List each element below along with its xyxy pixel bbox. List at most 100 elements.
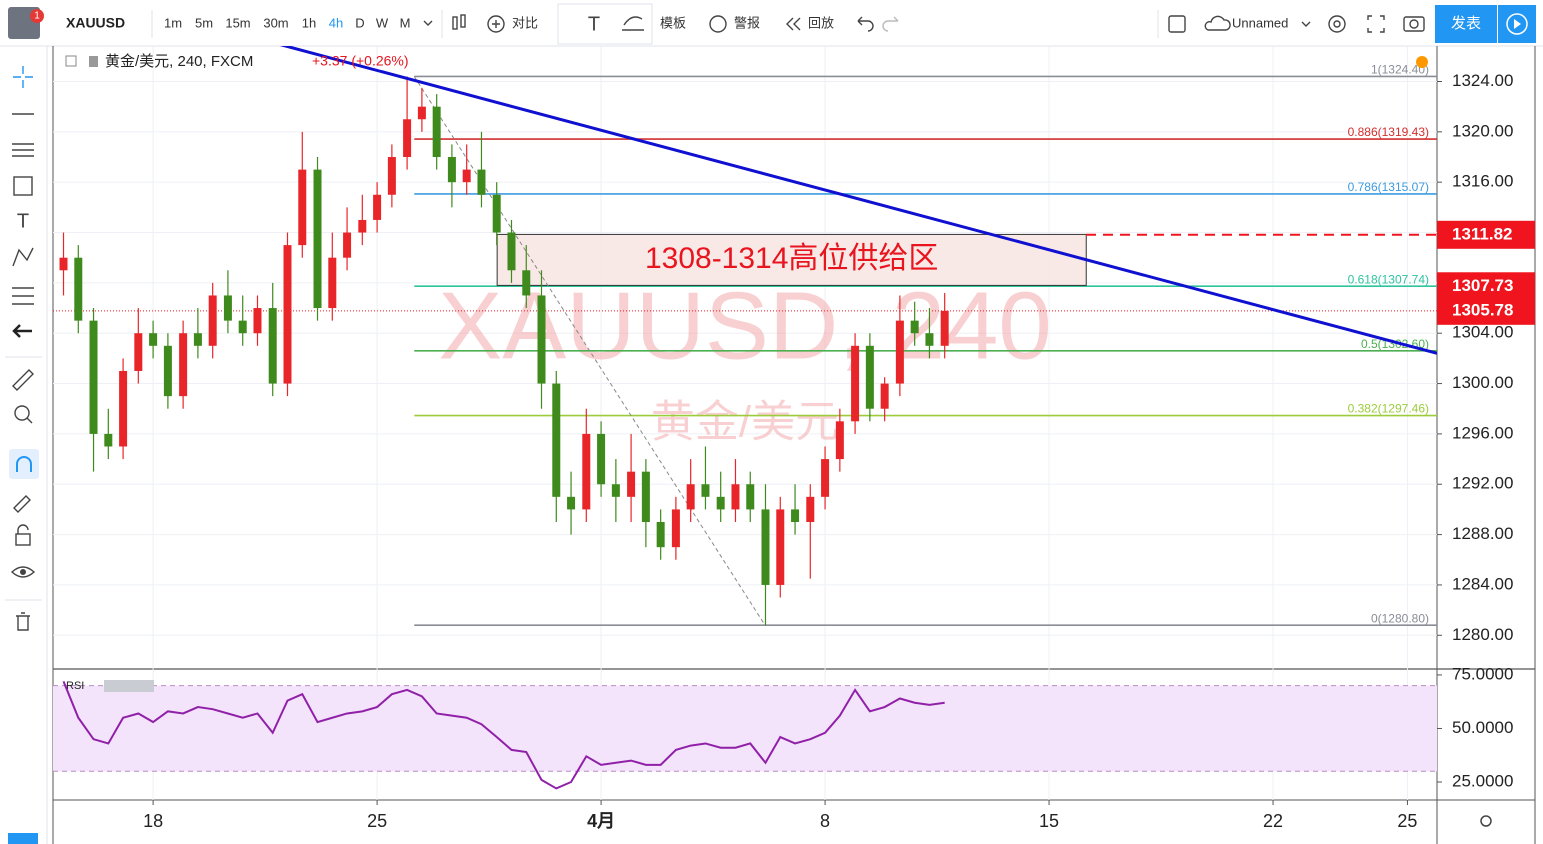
watermark-subtitle: 黄金/美元 <box>651 398 839 447</box>
price-tag <box>1437 272 1535 301</box>
text-tool-icon[interactable]: T <box>588 13 600 35</box>
price-pane: 1(1324.40) 0.886(1319.43) 0.786(1315.07) 0.… <box>53 46 1437 627</box>
hide-tools[interactable] <box>12 324 32 338</box>
interval-button[interactable]: 1h <box>302 15 316 30</box>
interval-button[interactable]: 5m <box>195 15 213 30</box>
interval-button[interactable]: 4h <box>329 15 343 30</box>
redo-icon[interactable] <box>882 16 899 32</box>
text-tool[interactable]: T <box>17 210 29 232</box>
zoom-tool[interactable] <box>14 405 30 421</box>
prediction-tool[interactable] <box>12 287 34 305</box>
symbol[interactable]: XAUUSD <box>66 15 125 31</box>
settings-icon[interactable] <box>1328 15 1346 33</box>
collapse-button[interactable] <box>65 55 77 67</box>
candle-body <box>716 496 725 510</box>
indicator-legend[interactable]: RSI <box>66 680 84 692</box>
delete-tool[interactable] <box>16 612 30 631</box>
fib-tool[interactable] <box>12 143 34 157</box>
interval-button[interactable]: M <box>400 15 411 30</box>
candle-body <box>656 522 665 548</box>
series-legend[interactable]: 黄金/美元, 240, FXCM <box>105 53 253 70</box>
undo-icon[interactable] <box>857 16 874 32</box>
compare-button[interactable]: 对比 <box>512 15 538 30</box>
y-tick-label: 1284.00 <box>1452 574 1513 593</box>
compare-icon[interactable] <box>487 15 505 33</box>
interval-button[interactable]: W <box>376 15 389 30</box>
candle-body <box>358 219 367 233</box>
lock-tool[interactable] <box>15 533 31 546</box>
candle-body <box>373 194 382 220</box>
interval-menu[interactable] <box>423 20 433 26</box>
candle-body <box>74 257 83 321</box>
chart-area: 1280.00 1284.00 1288.00 1292.00 1296.00 1300.… <box>52 46 1536 844</box>
candle-body <box>59 257 68 271</box>
candle-body <box>238 320 247 334</box>
magnet-tool[interactable] <box>9 449 39 479</box>
x-tick-label: 15 <box>1039 811 1059 831</box>
publish-button[interactable] <box>1435 5 1497 43</box>
candle-body <box>208 295 217 346</box>
indicator-buttons[interactable] <box>104 680 154 692</box>
x-tick-label: 25 <box>1397 811 1417 831</box>
layout-name[interactable]: Unnamed <box>1232 15 1288 30</box>
rsi-line <box>62 680 945 790</box>
candle-body <box>731 484 740 510</box>
pattern-tool[interactable] <box>12 247 34 267</box>
crosshair-tool[interactable] <box>13 66 33 88</box>
stay-drawing[interactable] <box>13 495 31 513</box>
chart-type-icon[interactable] <box>452 14 466 30</box>
left-toolbar: T <box>5 46 48 844</box>
fib-label: 0(1280.80) <box>1371 611 1429 625</box>
select-icon[interactable] <box>1168 15 1186 33</box>
fib-label: 0.618(1307.74) <box>1348 272 1429 286</box>
y-tick-label: 50.0000 <box>1452 718 1513 737</box>
object-tree[interactable] <box>8 833 38 844</box>
x-tick-label: 8 <box>820 811 830 831</box>
interval-button[interactable]: 30m <box>263 15 288 30</box>
candle-body <box>477 169 486 195</box>
y-tick-label: 1316.00 <box>1452 172 1513 191</box>
candle-body <box>791 509 800 523</box>
interval-group: 1m 5m 15m 30m 1h 4h D W M <box>164 15 410 30</box>
shape-tool[interactable] <box>13 176 33 196</box>
rsi-pane: 25.0000 50.0000 75.0000 <box>53 664 1513 790</box>
visibility-tool[interactable] <box>10 566 36 578</box>
candle-body <box>268 308 277 384</box>
replay-button[interactable]: 回放 <box>808 15 834 30</box>
alert-icon[interactable] <box>709 15 727 33</box>
ruler-tool[interactable] <box>12 369 34 391</box>
candle-body <box>343 232 352 258</box>
price-tag-label: 1305.78 <box>1452 300 1513 319</box>
interval-button[interactable]: 15m <box>225 15 250 30</box>
candle-body <box>432 106 441 158</box>
time-settings[interactable] <box>1480 815 1492 827</box>
candle-body <box>253 308 262 334</box>
x-tick-label: 18 <box>143 811 163 831</box>
badge <box>30 9 44 23</box>
candle-body <box>149 333 158 346</box>
top-toolbar: 1 XAUUSD 1m 5m 15m 30m 1h 4h D W M 对比 T 模板 警报 回放… <box>0 3 1543 47</box>
brush-icon[interactable] <box>622 16 644 31</box>
candle-body <box>104 433 113 447</box>
candle-body <box>806 496 815 523</box>
candle-body <box>880 383 889 409</box>
replay-icon[interactable] <box>786 17 801 31</box>
candle-body <box>298 169 307 246</box>
candle-body <box>940 310 949 346</box>
alert-button[interactable]: 警报 <box>734 15 760 30</box>
price-tag <box>1437 220 1535 249</box>
layout-menu[interactable] <box>1301 21 1311 27</box>
candle-body <box>611 484 620 497</box>
interval-button[interactable]: D <box>355 15 364 30</box>
price-tag-label: 1307.73 <box>1452 276 1513 295</box>
candle-body <box>821 459 830 497</box>
template-button[interactable]: 模板 <box>660 15 686 30</box>
fib-trend <box>413 76 766 626</box>
candle-body <box>641 471 650 523</box>
interval-button[interactable]: 1m <box>164 15 182 30</box>
fullscreen-icon[interactable] <box>1367 15 1385 33</box>
x-tick-label: 25 <box>367 811 387 831</box>
snapshot-icon[interactable] <box>1403 16 1425 32</box>
cloud-icon[interactable] <box>1204 15 1231 31</box>
rsi-band <box>53 685 1437 772</box>
